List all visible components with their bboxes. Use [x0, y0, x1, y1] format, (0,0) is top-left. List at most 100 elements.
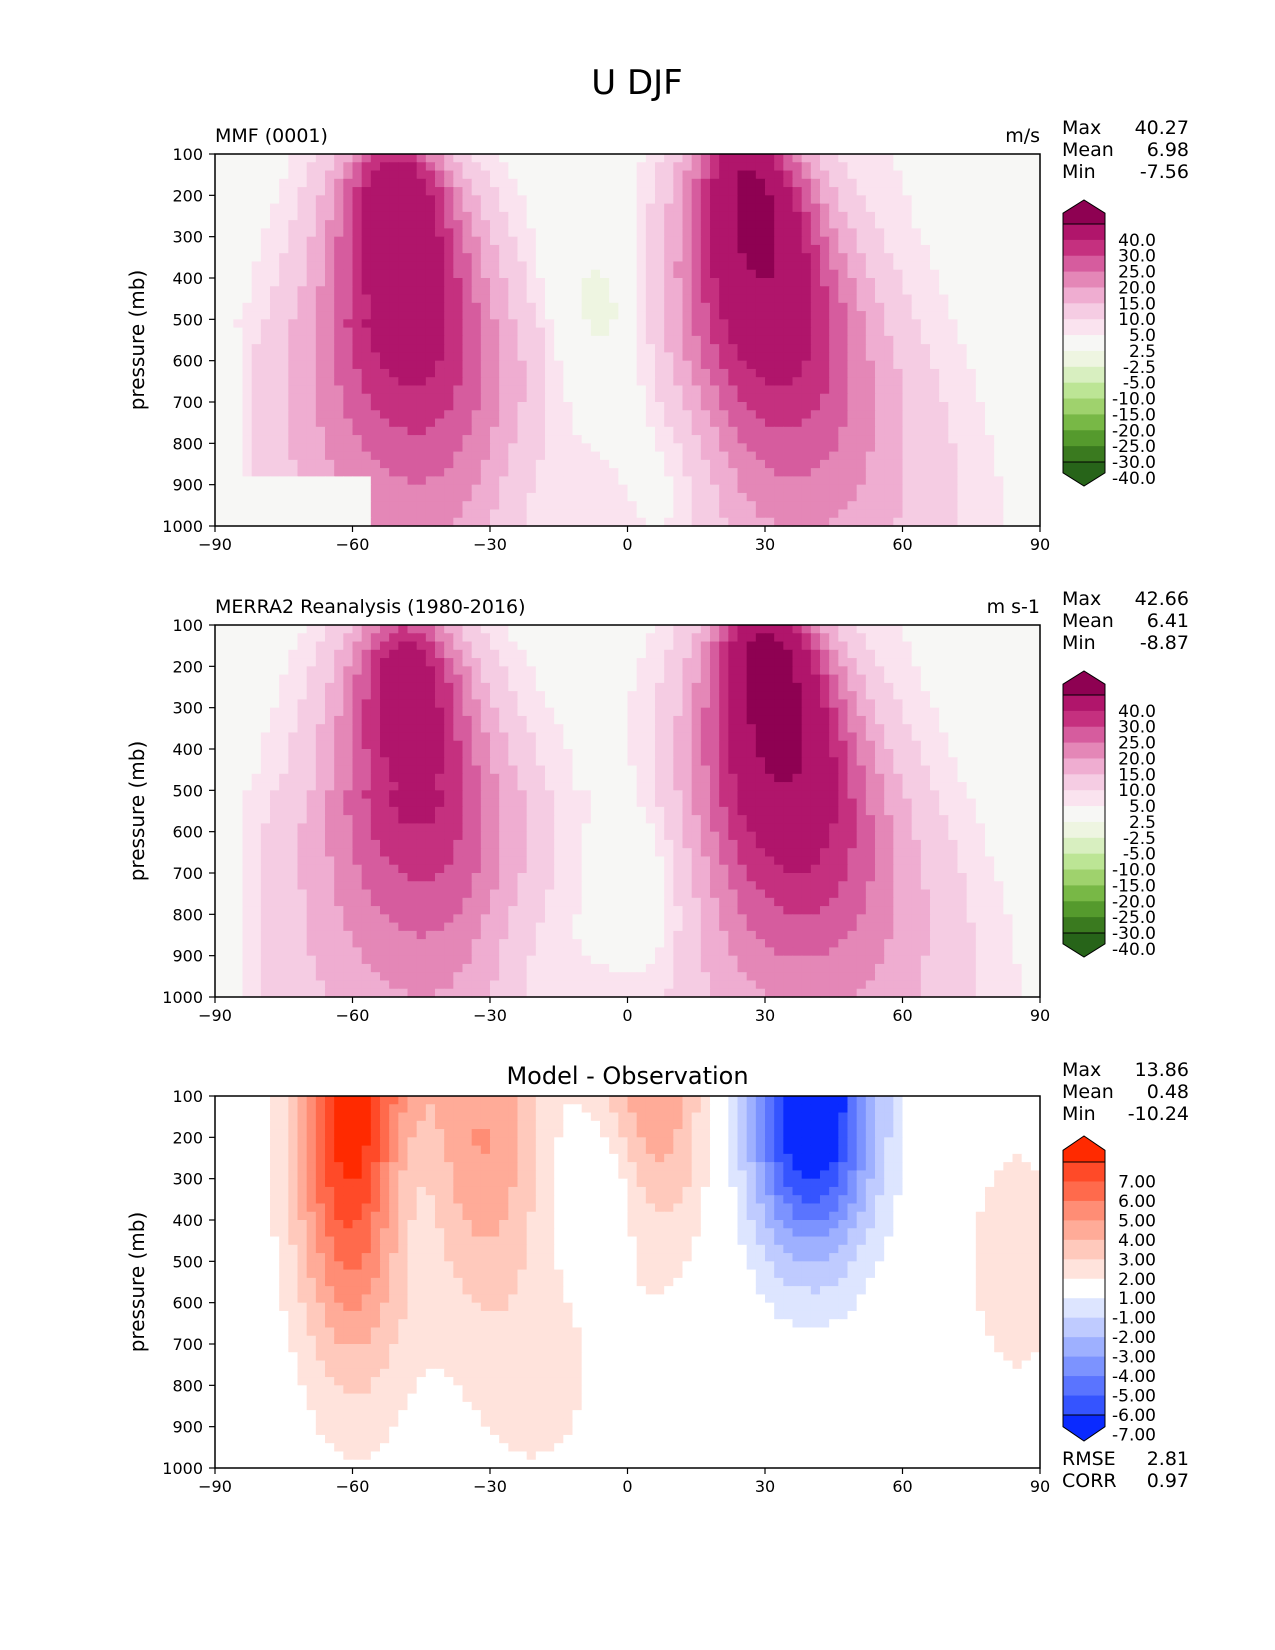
- stat-value: -8.87: [1140, 632, 1189, 654]
- colorbar-swatch: [1063, 727, 1105, 743]
- stat-label: RMSE: [1062, 1448, 1116, 1470]
- stat-label: Mean: [1062, 139, 1114, 161]
- y-tick-label: 200: [172, 186, 203, 205]
- colorbar-swatch: [1063, 870, 1105, 886]
- y-tick-label: 900: [172, 1418, 203, 1437]
- x-tick-label: 30: [755, 1006, 775, 1025]
- contour-field: [215, 154, 1041, 527]
- x-tick-label: 90: [1030, 1477, 1050, 1496]
- colorbar-swatch: [1063, 1337, 1105, 1357]
- colorbar-swatch: [1063, 256, 1105, 272]
- y-tick-label: 200: [172, 1128, 203, 1147]
- stat-value: 13.86: [1135, 1059, 1189, 1081]
- x-tick-label: 0: [622, 1477, 632, 1496]
- colorbar-swatch: [1063, 224, 1105, 240]
- x-tick-label: 60: [892, 535, 912, 554]
- colorbar-swatch: [1063, 240, 1105, 256]
- colorbar-swatch: [1063, 790, 1105, 806]
- stat-label: Min: [1062, 161, 1096, 183]
- y-tick-label: 700: [172, 393, 203, 412]
- panel-3: 1002003004005006007008009001000−90 −60 −30…: [125, 1059, 1189, 1496]
- x-tick-label: −90: [198, 1477, 232, 1496]
- units-label: m s-1: [987, 596, 1040, 618]
- y-tick-label: 500: [172, 781, 203, 800]
- colorbar-swatch: [1063, 695, 1105, 711]
- y-tick-label: 100: [172, 616, 203, 635]
- y-tick-label: 600: [172, 352, 203, 371]
- y-tick-label: 400: [172, 269, 203, 288]
- colorbar-swatch: [1063, 1240, 1105, 1260]
- colorbar-label: -4.00: [1112, 1367, 1156, 1387]
- colorbar-swatch: [1063, 351, 1105, 367]
- stat-value: -10.24: [1128, 1103, 1189, 1125]
- colorbar-swatch: [1063, 272, 1105, 288]
- stat-label: Max: [1062, 588, 1101, 610]
- stat-label: Min: [1062, 632, 1096, 654]
- y-tick-label: 1000: [162, 1459, 203, 1478]
- colorbar-swatch: [1063, 711, 1105, 727]
- colorbar-swatch: [1063, 822, 1105, 838]
- y-tick-label: 500: [172, 1252, 203, 1271]
- x-tick-label: 60: [892, 1477, 912, 1496]
- y-tick-label: 900: [172, 947, 203, 966]
- colorbar-label: -40.0: [1112, 940, 1156, 960]
- y-tick-label: 500: [172, 310, 203, 329]
- y-tick-label: 1000: [162, 517, 203, 536]
- x-tick-label: 90: [1030, 1006, 1050, 1025]
- x-tick-label: 30: [755, 535, 775, 554]
- y-tick-label: 1000: [162, 988, 203, 1007]
- x-tick-label: −60: [336, 1006, 370, 1025]
- colorbar-swatch: [1063, 430, 1105, 446]
- y-tick-label: 300: [172, 228, 203, 247]
- y-tick-label: 100: [172, 1087, 203, 1106]
- colorbar-label: -40.0: [1112, 469, 1156, 489]
- colorbar-label: 2.00: [1118, 1270, 1156, 1290]
- colorbar-label: -3.00: [1112, 1348, 1156, 1368]
- stat-value: 40.27: [1135, 117, 1189, 139]
- x-tick-label: −90: [198, 1006, 232, 1025]
- colorbar-swatch: [1063, 319, 1105, 335]
- y-tick-label: 400: [172, 1211, 203, 1230]
- x-tick-label: 90: [1030, 535, 1050, 554]
- colorbar-swatch: [1063, 335, 1105, 351]
- contour-field: [215, 625, 1041, 998]
- x-tick-label: −30: [473, 1006, 507, 1025]
- x-tick-label: 30: [755, 1477, 775, 1496]
- figure-title: U DJF: [591, 63, 682, 103]
- colorbar-swatch: [1063, 1376, 1105, 1396]
- stat-label: Max: [1062, 1059, 1101, 1081]
- stat-value: 0.97: [1147, 1470, 1189, 1492]
- y-tick-label: 800: [172, 1376, 203, 1395]
- y-tick-label: 800: [172, 434, 203, 453]
- y-axis-label: pressure (mb): [125, 1212, 149, 1353]
- x-tick-label: −60: [336, 535, 370, 554]
- colorbar-swatch: [1063, 1259, 1105, 1279]
- colorbar-swatch: [1063, 383, 1105, 399]
- stat-label: Min: [1062, 1103, 1096, 1125]
- stat-value: -7.56: [1140, 161, 1189, 183]
- colorbar-swatch: [1063, 1396, 1105, 1416]
- stat-value: 42.66: [1135, 588, 1189, 610]
- y-tick-label: 800: [172, 905, 203, 924]
- colorbar-label: -2.00: [1112, 1328, 1156, 1348]
- colorbar-swatch: [1063, 1298, 1105, 1318]
- stat-value: 6.41: [1147, 610, 1189, 632]
- colorbar-swatch: [1063, 367, 1105, 383]
- y-axis-label: pressure (mb): [125, 741, 149, 882]
- figure: U DJF 1002003004005006007008009001000−90…: [0, 0, 1275, 1650]
- colorbar-swatch: [1063, 1220, 1105, 1240]
- y-tick-label: 300: [172, 699, 203, 718]
- colorbar-swatch: [1063, 854, 1105, 870]
- x-tick-label: −90: [198, 535, 232, 554]
- panel-title: MMF (0001): [215, 125, 328, 147]
- stat-label: CORR: [1062, 1470, 1117, 1492]
- x-tick-label: 0: [622, 535, 632, 554]
- colorbar-label: 3.00: [1118, 1250, 1156, 1270]
- colorbar-swatch: [1063, 901, 1105, 917]
- colorbar-swatch: [1063, 838, 1105, 854]
- colorbar-label: -6.00: [1112, 1406, 1156, 1426]
- colorbar-swatch: [1063, 774, 1105, 790]
- colorbar-swatch: [1063, 806, 1105, 822]
